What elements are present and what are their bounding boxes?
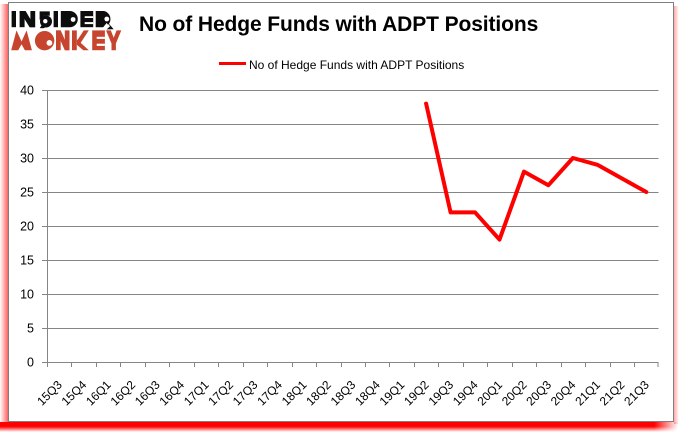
svg-text:20Q4: 20Q4 xyxy=(548,377,579,408)
svg-text:19Q2: 19Q2 xyxy=(401,377,432,408)
svg-text:16Q2: 16Q2 xyxy=(108,377,139,408)
svg-text:30: 30 xyxy=(20,151,34,165)
svg-text:17Q3: 17Q3 xyxy=(230,377,261,408)
svg-text:15: 15 xyxy=(20,253,34,267)
svg-text:21Q3: 21Q3 xyxy=(621,377,652,408)
svg-text:18Q4: 18Q4 xyxy=(352,377,383,408)
svg-text:17Q2: 17Q2 xyxy=(205,377,236,408)
svg-text:16Q3: 16Q3 xyxy=(132,377,163,408)
svg-text:15Q3: 15Q3 xyxy=(34,377,65,408)
svg-text:19Q3: 19Q3 xyxy=(426,377,457,408)
svg-text:20Q3: 20Q3 xyxy=(523,377,554,408)
svg-text:No of Hedge Funds with ADPT Po: No of Hedge Funds with ADPT Positions xyxy=(249,58,464,72)
svg-text:25: 25 xyxy=(20,185,34,199)
svg-text:21Q1: 21Q1 xyxy=(572,377,603,408)
svg-text:19Q4: 19Q4 xyxy=(450,377,481,408)
svg-text:17Q1: 17Q1 xyxy=(181,377,212,408)
svg-text:15Q4: 15Q4 xyxy=(59,377,90,408)
svg-text:17Q4: 17Q4 xyxy=(254,377,285,408)
svg-text:19Q1: 19Q1 xyxy=(377,377,408,408)
svg-text:5: 5 xyxy=(27,321,34,335)
svg-text:20Q2: 20Q2 xyxy=(499,377,530,408)
svg-text:18Q1: 18Q1 xyxy=(279,377,310,408)
svg-text:20Q1: 20Q1 xyxy=(474,377,505,408)
svg-text:16Q1: 16Q1 xyxy=(83,377,114,408)
svg-text:0: 0 xyxy=(27,355,34,369)
svg-text:18Q2: 18Q2 xyxy=(303,377,334,408)
svg-text:20: 20 xyxy=(20,219,34,233)
svg-text:40: 40 xyxy=(20,83,34,97)
svg-text:21Q2: 21Q2 xyxy=(597,377,628,408)
svg-text:35: 35 xyxy=(20,117,34,131)
svg-text:10: 10 xyxy=(20,287,34,301)
svg-text:18Q3: 18Q3 xyxy=(328,377,359,408)
svg-text:16Q4: 16Q4 xyxy=(156,377,187,408)
